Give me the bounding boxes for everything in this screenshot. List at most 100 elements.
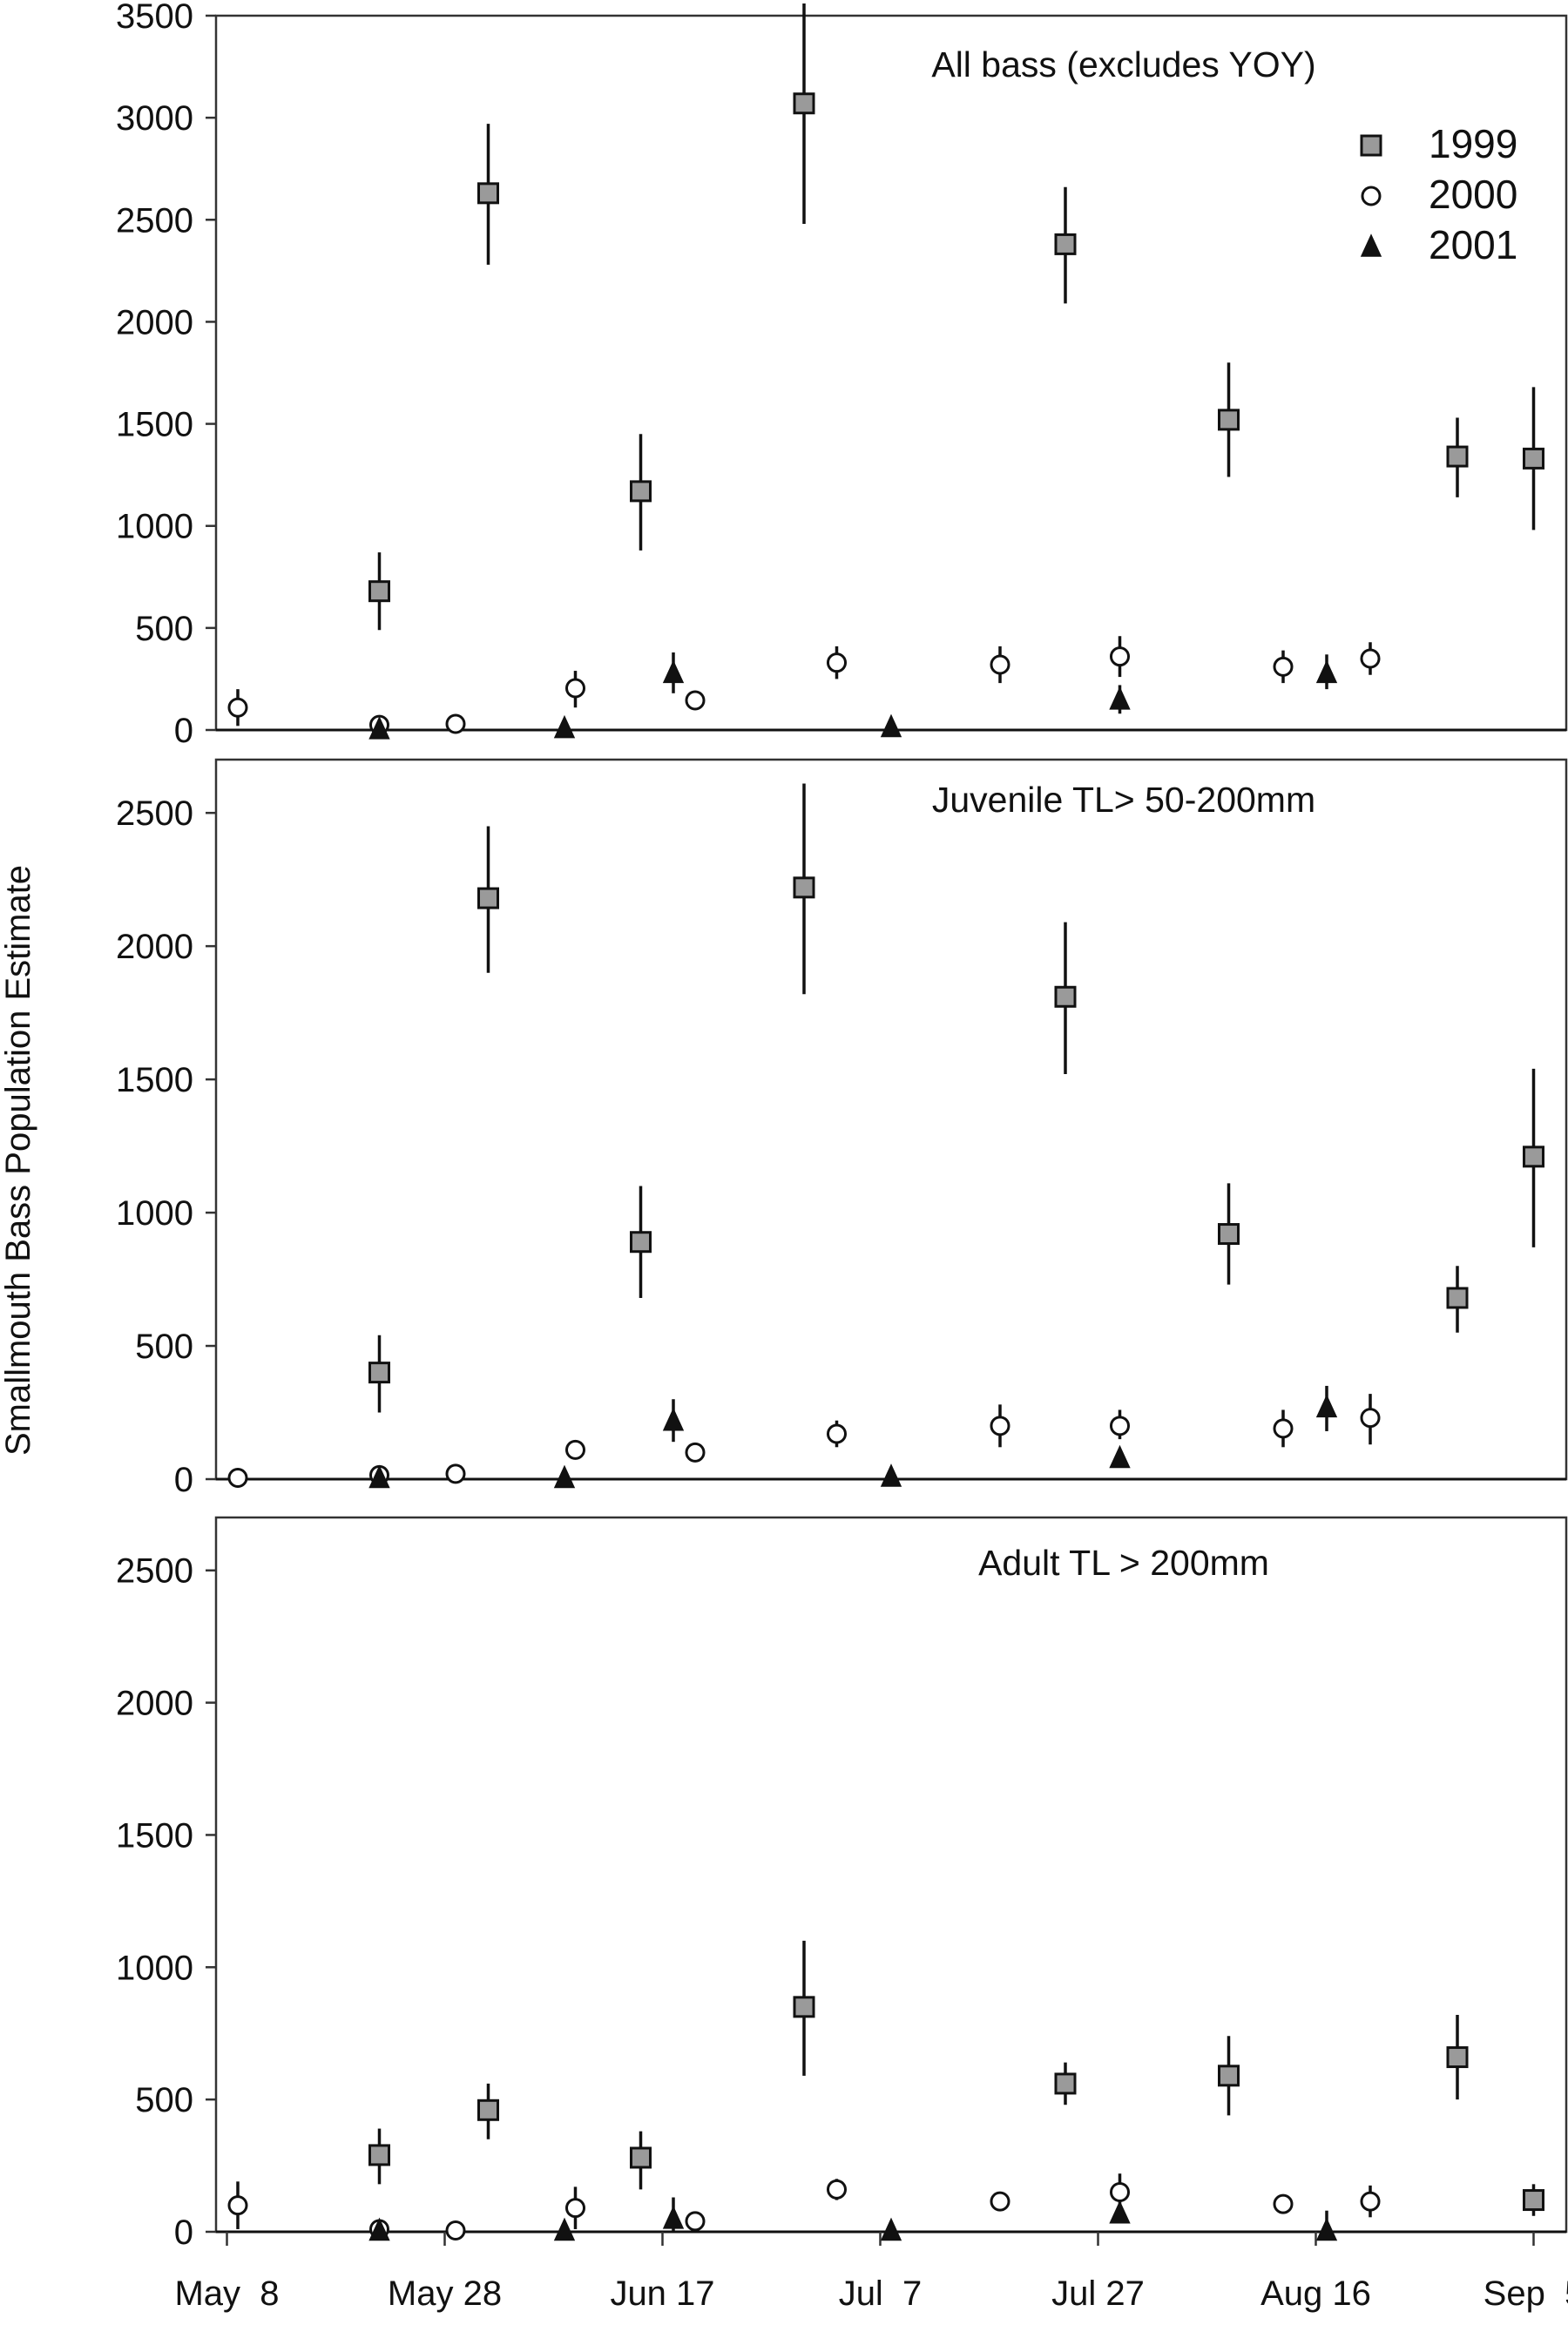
data-point	[445, 1463, 466, 1484]
data-point	[1110, 2181, 1130, 2202]
legend-marker	[1360, 134, 1382, 157]
data-point	[1218, 1223, 1240, 1246]
y-tick-label: 1000	[116, 508, 193, 546]
y-tick-label: 2000	[116, 928, 193, 966]
panel-frame	[214, 14, 1568, 732]
data-point	[477, 887, 499, 909]
data-point	[662, 2206, 685, 2229]
data-point	[1315, 659, 1338, 684]
data-point	[1054, 233, 1077, 255]
series-2000	[227, 636, 1381, 735]
data-point	[990, 654, 1010, 675]
data-point	[1360, 2191, 1381, 2212]
data-point	[368, 2144, 390, 2166]
series-1999	[368, 3, 1544, 631]
data-point	[477, 2099, 499, 2121]
y-tick-label: 0	[174, 712, 193, 750]
series-2000	[227, 1394, 1381, 1488]
data-point	[1109, 686, 1131, 710]
data-point	[1523, 1146, 1544, 1168]
series-2001	[368, 2197, 1338, 2241]
data-point	[227, 697, 248, 718]
x-tick-label: Sep 5	[1484, 2274, 1568, 2313]
data-point	[662, 659, 685, 684]
data-point	[880, 1463, 902, 1487]
y-tick-label: 2500	[116, 794, 193, 833]
data-point	[662, 1407, 685, 1431]
y-tick-label: 1000	[116, 1194, 193, 1233]
x-tick-label: May 28	[388, 2274, 502, 2313]
data-point	[827, 1423, 847, 1444]
data-point	[1218, 2065, 1240, 2087]
legend-entry-2001: 2001	[1360, 222, 1517, 267]
data-point	[1315, 1394, 1338, 1418]
y-tick-label: 3000	[116, 99, 193, 138]
y-tick-label: 0	[174, 2213, 193, 2252]
data-point	[368, 1362, 390, 1384]
panel-title: Adult TL > 200mm	[978, 1543, 1269, 1583]
legend-marker	[1361, 186, 1382, 206]
data-point	[227, 1467, 248, 1488]
legend-label: 1999	[1429, 121, 1517, 166]
data-point	[1315, 2217, 1338, 2241]
data-point	[553, 1464, 576, 1489]
data-point	[793, 1996, 815, 2018]
data-point	[368, 1464, 390, 1489]
data-point	[1446, 2046, 1469, 2069]
series-2001	[368, 652, 1338, 740]
panel-frame	[214, 1516, 1568, 2234]
data-point	[565, 2198, 585, 2219]
data-point	[880, 2217, 902, 2241]
legend-marker	[1360, 233, 1382, 257]
data-point	[1360, 648, 1381, 669]
data-point	[793, 876, 815, 899]
panel-1: 0 500 1000 1500 2000 2500 3000 3500 All bass (ex…	[116, 0, 1568, 750]
x-tick-label: Jul 27	[1051, 2274, 1145, 2313]
data-point	[880, 713, 902, 738]
panel-title: Juvenile TL> 50-200mm	[932, 780, 1315, 820]
data-point	[1273, 1418, 1294, 1439]
data-point	[368, 580, 390, 603]
panel-2: 0 500 1000 1500 2000 2500 Juvenile TL> 50-200m…	[116, 758, 1568, 1499]
data-point	[827, 2179, 847, 2200]
y-tick-label: 500	[135, 1328, 193, 1366]
panel-frame	[214, 758, 1568, 1481]
x-axis: May 8 May 28 Jun 17 Jul 7 Jul 27 Aug 16 Sep 5	[174, 2232, 1568, 2313]
y-tick-label: 1500	[116, 1061, 193, 1099]
data-point	[990, 1416, 1010, 1436]
series-1999	[368, 783, 1544, 1413]
data-point	[1110, 1416, 1130, 1436]
y-tick-label: 2500	[116, 201, 193, 240]
data-point	[630, 480, 652, 503]
data-point	[565, 678, 585, 699]
data-point	[477, 182, 499, 205]
data-point	[685, 690, 706, 711]
panel-3: 0 500 1000 1500 2000 2500 Adult TL > 200mm	[116, 1516, 1568, 2252]
series-1999	[368, 1940, 1544, 2216]
legend-entry-1999: 1999	[1360, 121, 1517, 166]
y-tick-label: 0	[174, 1461, 193, 1499]
y-tick-label: 2000	[116, 303, 193, 341]
series-2001	[368, 1385, 1338, 1489]
data-point	[1360, 1408, 1381, 1429]
data-point	[1109, 1444, 1131, 1469]
legend-entry-2000: 2000	[1361, 172, 1517, 217]
data-point	[1446, 445, 1469, 468]
x-tick-label: May 8	[174, 2274, 279, 2313]
data-point	[445, 713, 466, 734]
data-point	[685, 2211, 706, 2232]
legend-label: 2000	[1429, 172, 1517, 217]
data-point	[1109, 2200, 1131, 2224]
x-tick-label: Jul 7	[839, 2274, 923, 2313]
data-point	[793, 92, 815, 115]
data-point	[685, 1442, 706, 1463]
data-point	[1110, 646, 1130, 667]
data-point	[1446, 1287, 1469, 1309]
data-point	[1054, 2072, 1077, 2095]
data-point	[1054, 985, 1077, 1008]
series-2000	[227, 2173, 1381, 2241]
y-tick-label: 2500	[116, 1552, 193, 1591]
legend: 1999 2000 2001	[1360, 121, 1517, 267]
